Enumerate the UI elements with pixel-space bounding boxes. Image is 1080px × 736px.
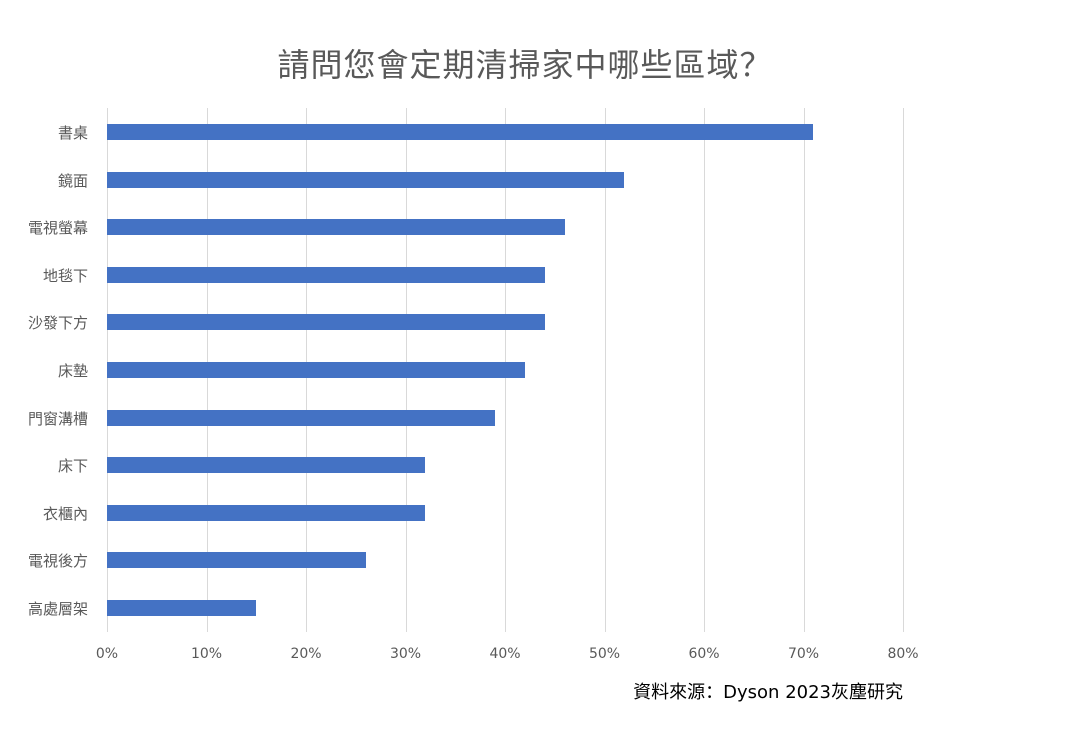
category-label: 地毯下 bbox=[42, 266, 88, 285]
bar bbox=[107, 457, 426, 474]
gridline bbox=[604, 108, 606, 632]
bar bbox=[107, 219, 565, 236]
source-note: 資料來源：Dyson 2023灰塵研究 bbox=[633, 682, 903, 703]
gridline bbox=[704, 108, 705, 632]
category-label: 床墊 bbox=[57, 362, 88, 380]
tick-label: 30% bbox=[389, 646, 422, 662]
tick-label: 20% bbox=[290, 646, 322, 662]
category-label: 衣櫃內 bbox=[42, 504, 88, 523]
bar bbox=[107, 504, 426, 521]
tick-label: 50% bbox=[588, 646, 621, 662]
bar bbox=[107, 124, 814, 140]
tick-label: 0% bbox=[95, 646, 119, 662]
tick-label: 10% bbox=[190, 646, 223, 662]
category-label: 高處層架 bbox=[27, 600, 88, 618]
category-label: 電視螢幕 bbox=[27, 219, 88, 238]
tick-label: 80% bbox=[887, 646, 919, 662]
plot-area bbox=[107, 108, 904, 632]
tick-label: 60% bbox=[688, 646, 720, 662]
category-label: 電視後方 bbox=[27, 552, 88, 571]
category-label: 沙發下方 bbox=[27, 314, 88, 333]
bar bbox=[107, 266, 545, 283]
category-label: 門窗溝槽 bbox=[27, 409, 88, 428]
category-label: 鏡面 bbox=[57, 171, 88, 190]
bar bbox=[107, 600, 257, 616]
tick-label: 70% bbox=[787, 646, 820, 662]
bar bbox=[107, 314, 545, 331]
bar bbox=[107, 362, 525, 378]
gridline bbox=[903, 108, 904, 632]
bar bbox=[107, 552, 366, 569]
bar bbox=[107, 171, 625, 188]
gridline bbox=[803, 108, 805, 632]
chart-title: 請問您會定期清掃家中哪些區域？ bbox=[277, 46, 773, 84]
bar bbox=[107, 409, 496, 426]
category-label: 書桌 bbox=[57, 124, 88, 142]
tick-label: 40% bbox=[489, 646, 521, 662]
category-label: 床下 bbox=[57, 457, 88, 476]
